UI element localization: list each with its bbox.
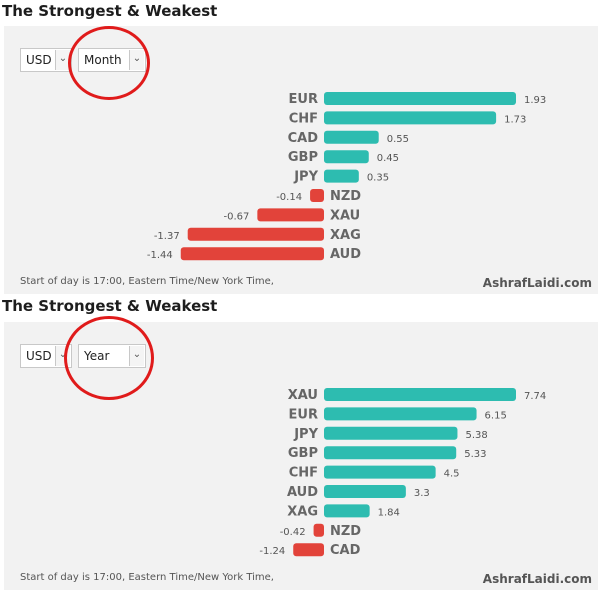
panel-2: USD ⌄ Year ⌄ XAU 7.74 EUR 6.15 JPY 5.38 GBP 5.3… <box>4 316 598 590</box>
panel-2-title: The Strongest & Weakest <box>2 297 218 315</box>
chart-1: EUR 1.93 CHF 1.73 CAD 0.55 GBP 0.45 JPY 0.35 NZD -0… <box>147 92 546 262</box>
value-label-aud: 3.3 <box>414 488 430 499</box>
value-label-xag: -1.37 <box>154 231 180 242</box>
bar-eur <box>324 407 477 421</box>
footer-note: Start of day is 17:00, Eastern Time/New … <box>20 276 274 287</box>
bar-cad <box>293 543 324 557</box>
bar-gbp <box>324 446 457 460</box>
category-label-nzd: NZD <box>330 524 361 539</box>
category-label-xag: XAG <box>330 228 361 243</box>
category-label-eur: EUR <box>289 92 318 107</box>
currency-select-value: USD <box>26 349 52 363</box>
category-label-chf: CHF <box>289 466 318 481</box>
chevron-down-icon[interactable]: ⌄ <box>55 50 70 70</box>
brand-logo: AshrafLaidi.com <box>482 572 592 586</box>
bar-xag <box>324 504 370 518</box>
highlight-circle <box>68 26 150 100</box>
value-label-xau: -0.67 <box>223 211 249 222</box>
category-label-jpy: JPY <box>293 170 318 185</box>
panel-1-title: The Strongest & Weakest <box>2 2 218 20</box>
category-label-gbp: GBP <box>288 150 318 165</box>
category-label-jpy: JPY <box>293 427 318 442</box>
highlight-circle <box>64 316 154 400</box>
bar-xau <box>257 208 324 222</box>
bar-chf <box>324 111 497 125</box>
category-label-cad: CAD <box>288 131 319 146</box>
bar-aud <box>324 485 406 498</box>
category-label-xau: XAU <box>330 208 360 223</box>
value-label-aud: -1.44 <box>147 250 173 261</box>
value-label-cad: 0.55 <box>387 134 409 145</box>
value-label-eur: 6.15 <box>485 410 507 421</box>
bar-nzd <box>310 189 324 202</box>
category-label-aud: AUD <box>287 485 318 500</box>
bar-xau <box>324 388 516 401</box>
bar-jpy <box>324 426 458 440</box>
brand-logo: AshrafLaidi.com <box>482 276 592 290</box>
category-label-nzd: NZD <box>330 189 361 204</box>
value-label-gbp: 5.33 <box>464 449 486 460</box>
value-label-chf: 4.5 <box>444 469 460 480</box>
value-label-jpy: 0.35 <box>367 173 389 184</box>
bar-cad <box>324 130 379 144</box>
chart-2: XAU 7.74 EUR 6.15 JPY 5.38 GBP 5.33 CHF 4.5 AUD 3.3… <box>259 388 546 558</box>
category-label-xag: XAG <box>287 504 318 519</box>
value-label-nzd: -0.14 <box>276 192 302 203</box>
footer-note: Start of day is 17:00, Eastern Time/New … <box>20 572 274 583</box>
category-label-eur: EUR <box>289 407 318 422</box>
value-label-nzd: -0.42 <box>280 527 306 538</box>
bar-eur <box>324 92 516 105</box>
panel-1: USD ⌄ Month ⌄ EUR 1.93 CHF 1.73 CAD 0.55 GBP 0.… <box>4 26 598 294</box>
category-label-aud: AUD <box>330 247 361 262</box>
bar-nzd <box>313 523 324 537</box>
value-label-eur: 1.93 <box>524 95 546 106</box>
value-label-gbp: 0.45 <box>377 153 399 164</box>
bar-aud <box>180 247 324 261</box>
value-label-cad: -1.24 <box>259 546 285 557</box>
bar-jpy <box>324 169 359 183</box>
category-label-xau: XAU <box>288 388 318 403</box>
bar-gbp <box>324 150 369 164</box>
currency-select-value: USD <box>26 53 52 67</box>
bar-chf <box>324 465 436 479</box>
category-label-chf: CHF <box>289 111 318 126</box>
value-label-chf: 1.73 <box>504 114 526 125</box>
currency-select[interactable]: USD ⌄ <box>20 48 72 72</box>
category-label-gbp: GBP <box>288 446 318 461</box>
bar-xag <box>187 227 324 241</box>
value-label-xag: 1.84 <box>378 507 400 518</box>
category-label-cad: CAD <box>330 543 361 558</box>
value-label-jpy: 5.38 <box>465 430 487 441</box>
value-label-xau: 7.74 <box>524 391 546 402</box>
